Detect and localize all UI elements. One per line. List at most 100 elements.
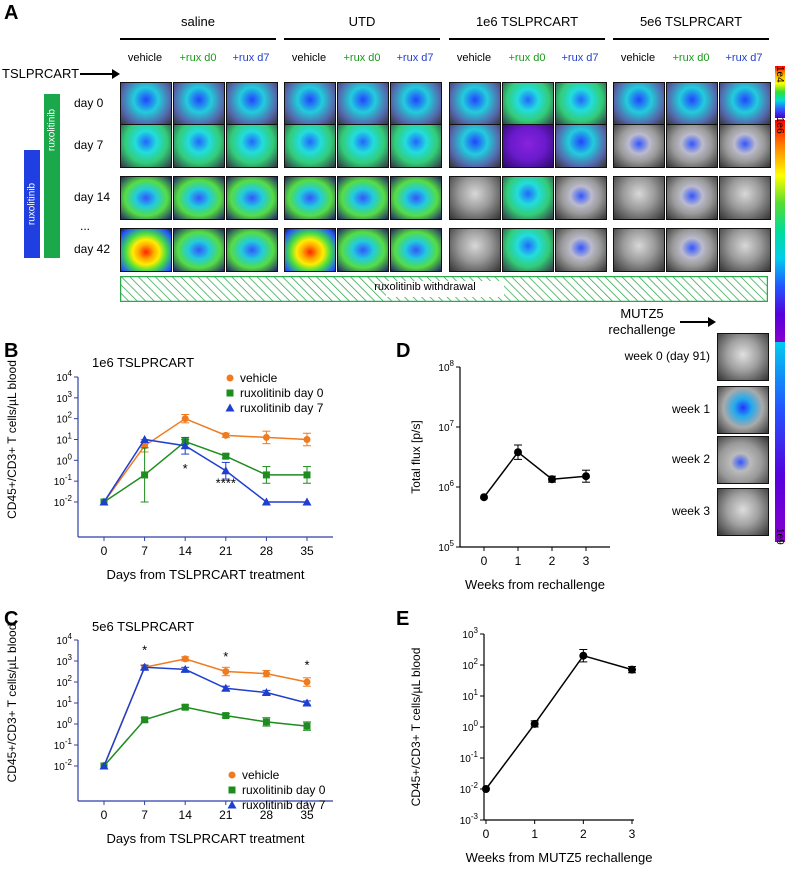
rechallenge-mouse-image — [717, 488, 769, 536]
series-line — [103, 666, 308, 767]
bli-mouse-image — [284, 82, 336, 126]
condition-label: +rux d7 — [232, 52, 270, 64]
colorbar-lower-2 — [775, 342, 785, 542]
y-axis-label: CD45+/CD3+ T cells/µL blood — [5, 624, 19, 783]
rechallenge-mouse-image — [717, 333, 769, 381]
legend-label: ruxolitinib day 7 — [242, 798, 326, 812]
x-tick-label: 1 — [531, 827, 538, 841]
data-point — [579, 651, 588, 660]
bli-mouse-image — [173, 228, 225, 272]
y-tick-label: 103 — [462, 626, 478, 641]
x-tick-label: 0 — [483, 827, 490, 841]
day-label: day 42 — [74, 242, 111, 256]
bli-mouse-image — [337, 82, 389, 126]
bli-mouse-image — [449, 124, 501, 168]
bli-mouse-image — [719, 124, 771, 168]
x-tick-label: 28 — [260, 544, 274, 558]
y-tick-label: 10-1 — [460, 750, 479, 765]
significance-marker: * — [304, 657, 309, 672]
series-line — [483, 451, 587, 498]
y-tick-label: 10-2 — [54, 494, 73, 509]
bli-mouse-image — [719, 82, 771, 126]
series-line — [485, 654, 633, 790]
ruxolitinib-label-blue: ruxolitinib — [26, 182, 38, 226]
legend-label: vehicle — [240, 371, 278, 385]
withdrawal-box — [120, 276, 768, 302]
y-tick-label: 105 — [438, 539, 454, 554]
y-tick-label: 100 — [56, 452, 72, 467]
x-tick-label: 35 — [300, 808, 314, 822]
x-tick-label: 14 — [179, 808, 193, 822]
bli-mouse-image — [337, 124, 389, 168]
legend-marker — [227, 800, 237, 809]
colorbar-bottom-label: 1e9 — [774, 528, 785, 545]
bli-mouse-image — [502, 124, 554, 168]
y-axis-label: Total flux [p/s] — [409, 420, 423, 493]
legend-label: ruxolitinib day 7 — [240, 401, 324, 415]
data-point — [303, 678, 311, 686]
rechallenge-label-1: MUTZ5 — [620, 306, 664, 321]
data-point — [302, 698, 312, 707]
withdrawal-label: ruxolitinib withdrawal — [374, 281, 476, 293]
bli-mouse-image — [613, 228, 665, 272]
bli-mouse-image — [719, 176, 771, 220]
y-tick-label: 108 — [438, 359, 454, 374]
legend-marker — [225, 403, 235, 412]
y-tick-label: 100 — [56, 716, 72, 731]
y-tick-label: 102 — [462, 657, 478, 672]
data-point — [261, 497, 271, 506]
significance-marker: * — [183, 461, 188, 476]
data-point — [261, 688, 271, 696]
bli-mouse-image — [173, 82, 225, 126]
x-axis-label: Days from TSLPRCART treatment — [107, 567, 305, 582]
week-label: week 0 (day 91) — [624, 349, 710, 363]
condition-label: vehicle — [456, 52, 492, 64]
series-line — [103, 417, 308, 503]
panel-d-letter: D — [396, 340, 411, 362]
ruxolitinib-bar-green — [44, 94, 60, 258]
x-tick-label: 7 — [141, 808, 148, 822]
panel-a-letter: A — [4, 2, 19, 24]
series-line — [103, 440, 307, 503]
group-header: saline — [181, 14, 215, 29]
x-tick-label: 0 — [101, 808, 108, 822]
bli-mouse-image — [337, 176, 389, 220]
bli-mouse-image — [284, 228, 336, 272]
bli-mouse-image — [390, 228, 442, 272]
data-point — [262, 670, 270, 678]
significance-marker: * — [142, 643, 147, 658]
y-axis-label: CD45+/CD3+ T cells/µL blood — [409, 648, 423, 807]
data-point — [302, 497, 312, 506]
day-label: day 0 — [74, 96, 104, 110]
bli-mouse-image — [613, 82, 665, 126]
x-tick-label: 35 — [300, 544, 314, 558]
x-tick-label: 1 — [515, 554, 522, 568]
data-point — [222, 712, 230, 720]
bli-mouse-image — [449, 82, 501, 126]
x-axis-label: Days from TSLPRCART treatment — [107, 831, 305, 846]
y-tick-label: 107 — [438, 419, 454, 434]
data-point — [262, 471, 270, 479]
bli-mouse-image — [666, 124, 718, 168]
rechallenge-label-2: rechallenge — [608, 322, 676, 337]
bli-mouse-image — [226, 124, 278, 168]
chart-d: 105 106 107 108 0 1 2 3 Weeks from rechallenge To… — [409, 359, 610, 592]
x-tick-label: 7 — [141, 544, 148, 558]
group-header-rule — [613, 38, 769, 40]
y-tick-label: 104 — [56, 632, 72, 647]
condition-label: +rux d7 — [725, 52, 763, 64]
data-point — [99, 497, 109, 506]
group-header-rule — [284, 38, 440, 40]
data-point — [303, 722, 311, 730]
x-tick-label: 3 — [629, 827, 636, 841]
y-tick-label: 102 — [56, 674, 72, 689]
bli-mouse-image — [555, 176, 607, 220]
y-tick-label: 106 — [438, 479, 454, 494]
panel-c-letter: C — [4, 608, 19, 630]
condition-label: vehicle — [291, 52, 327, 64]
y-tick-label: 10-2 — [460, 781, 479, 796]
data-point — [140, 662, 150, 671]
bli-mouse-image — [226, 228, 278, 272]
legend-marker — [226, 389, 234, 397]
data-point — [181, 703, 189, 711]
